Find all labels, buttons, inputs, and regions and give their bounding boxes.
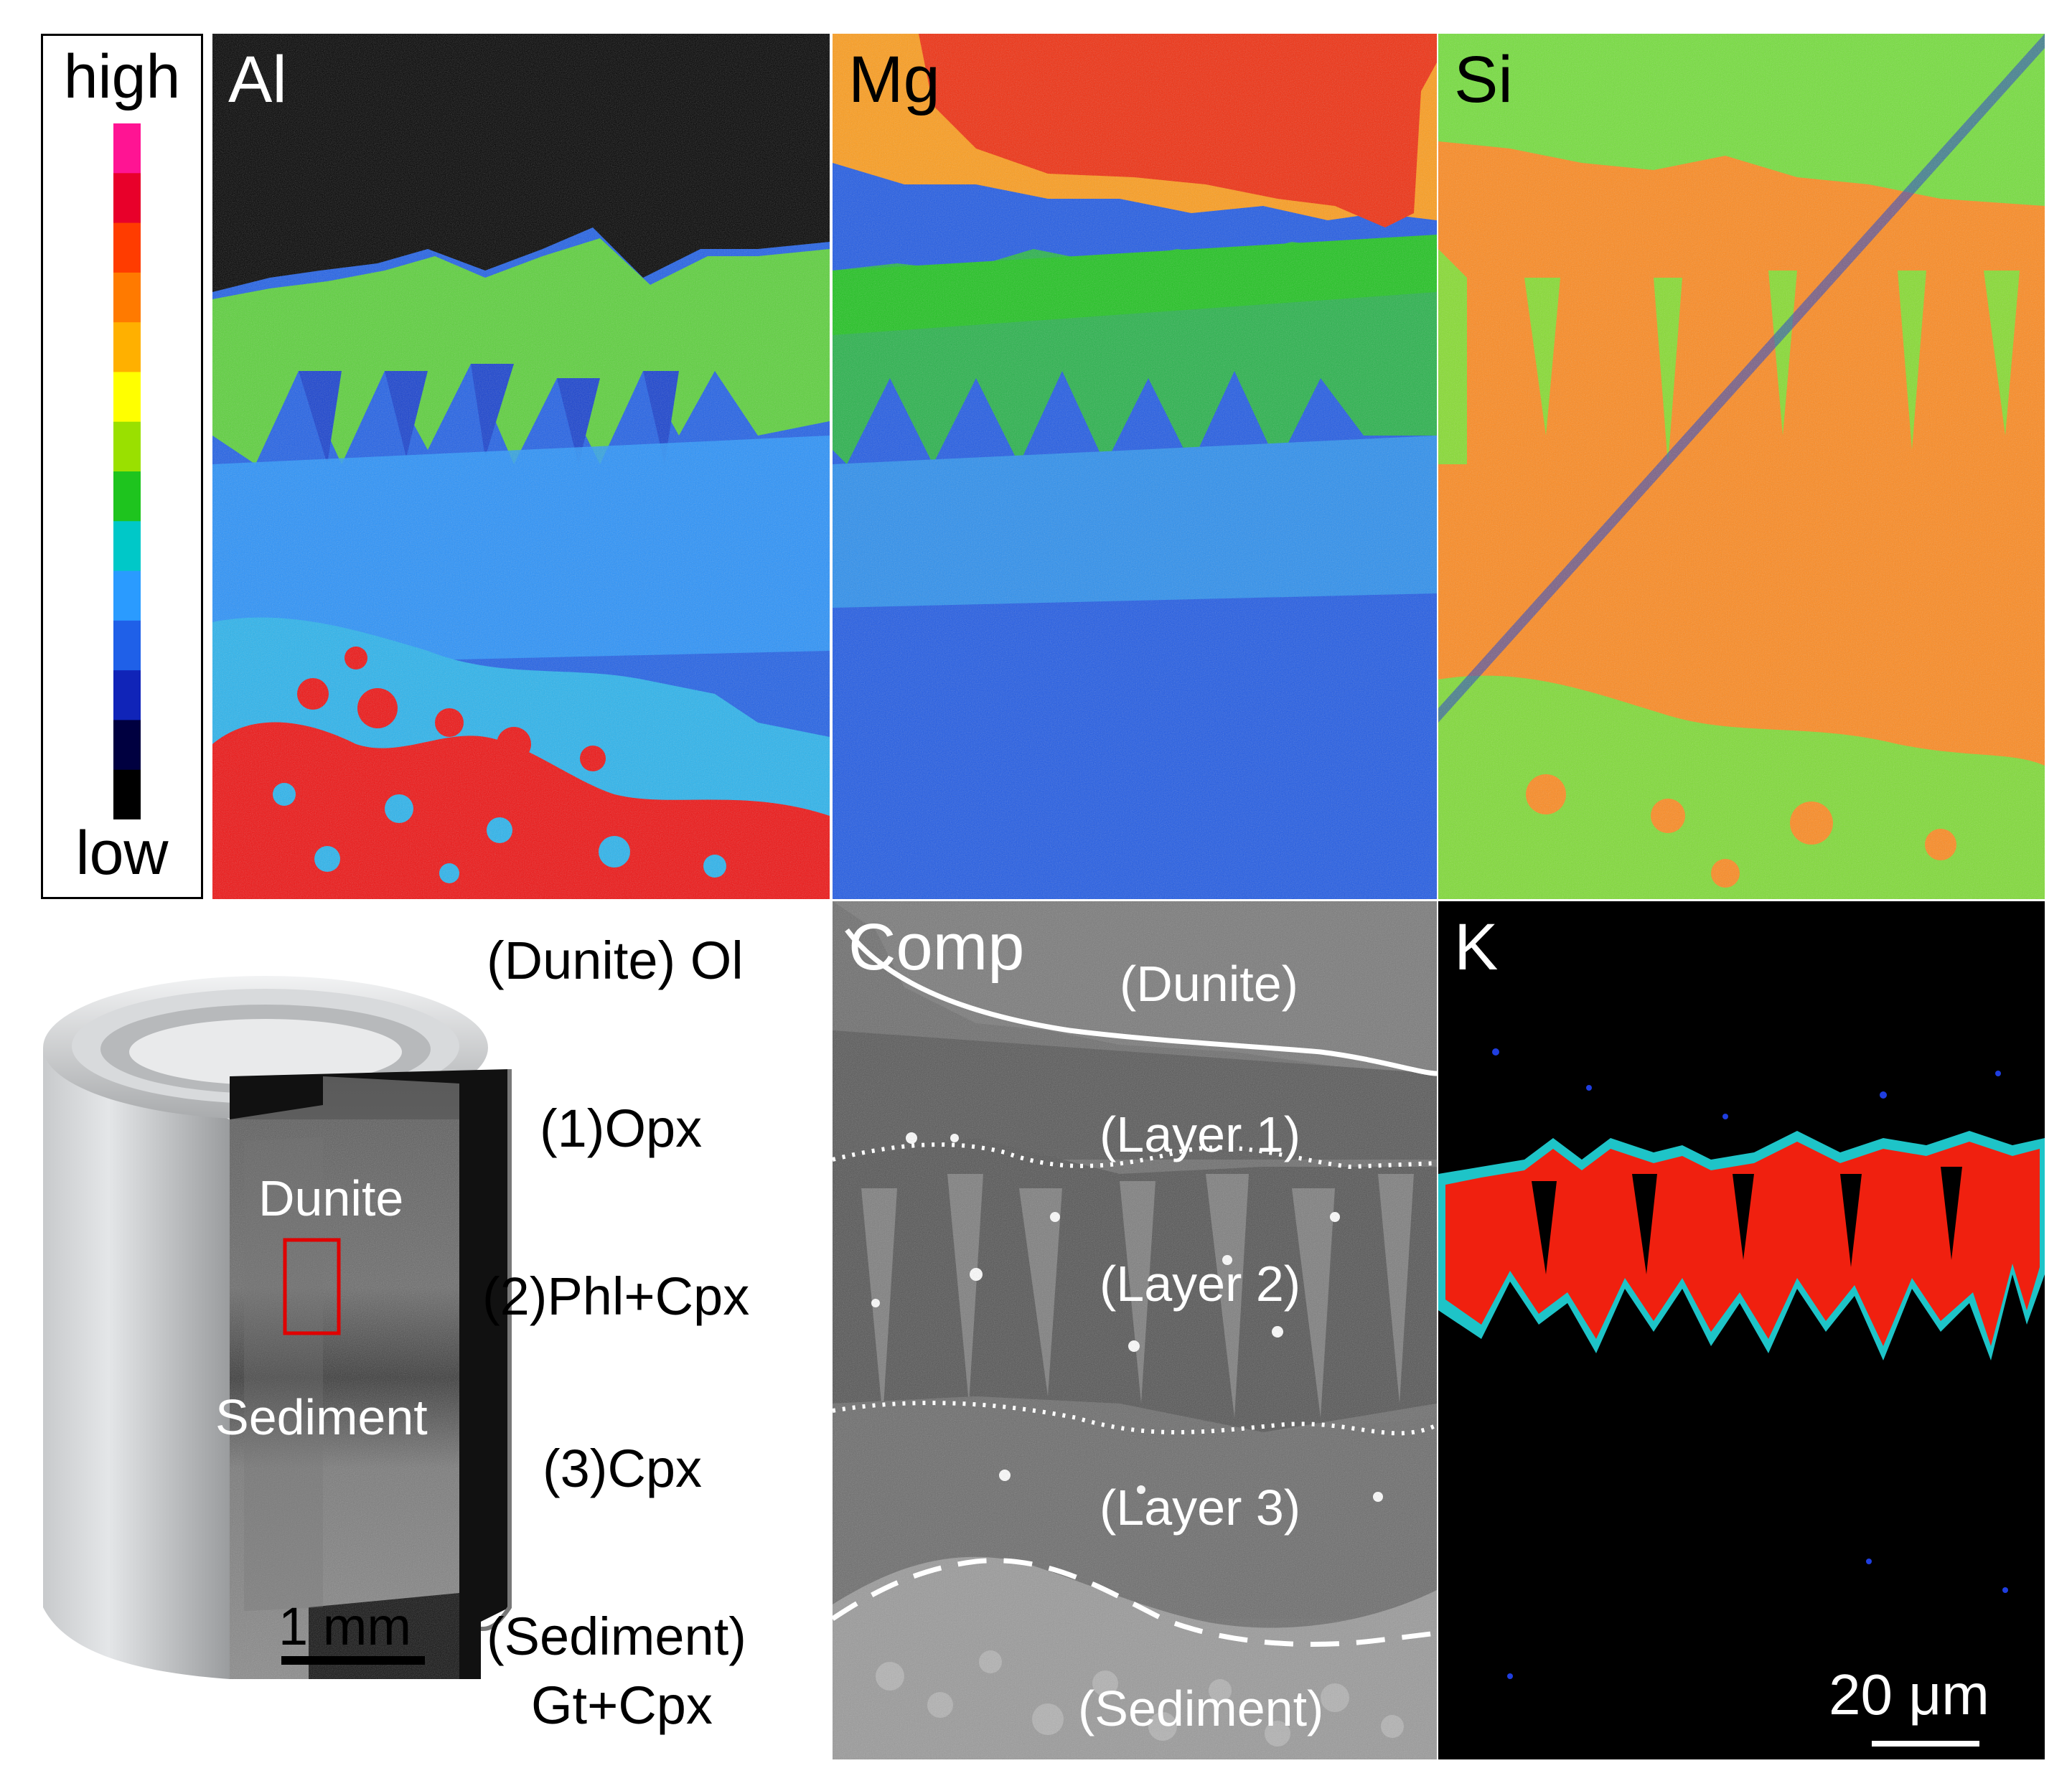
colorbar-segment — [113, 173, 141, 224]
layer-label-opx: (1)Opx — [540, 1099, 703, 1158]
colorbar-segment — [113, 570, 141, 621]
comp-label-layer2: (Layer 2) — [1100, 1256, 1301, 1312]
k-map-image — [1438, 901, 2045, 1759]
mg-map-image — [833, 34, 1437, 899]
comp-map-image — [833, 901, 1437, 1759]
colorbar-high-label: high — [63, 42, 181, 111]
al-map-panel: Al — [212, 34, 830, 899]
layer-label-gt-cpx: Gt+Cpx — [531, 1675, 713, 1735]
colorbar-segment — [113, 769, 141, 819]
comp-map-label: Comp — [848, 911, 1025, 984]
al-map-label: Al — [228, 43, 287, 116]
capsule-region-marker — [283, 1238, 341, 1335]
colorbar-segment — [113, 421, 141, 472]
al-map-image — [212, 34, 830, 899]
colorbar-segment — [113, 720, 141, 771]
comp-map-panel: Comp (Dunite) (Layer 1) (Layer 2) (Layer… — [833, 901, 1437, 1759]
colorbar-segment — [113, 322, 141, 372]
colorbar-segment — [113, 372, 141, 423]
colorbar-segment — [113, 272, 141, 323]
colorbar-low-label: low — [75, 819, 169, 888]
colorbar-gradient — [113, 123, 141, 819]
colorbar-segment — [113, 670, 141, 720]
capsule-scale-bar — [281, 1656, 425, 1665]
mg-map-panel: Mg — [833, 34, 1437, 899]
si-map-label: Si — [1454, 43, 1513, 116]
comp-label-layer3: (Layer 3) — [1100, 1480, 1301, 1536]
colorbar-segment — [113, 471, 141, 522]
colorbar-segment — [113, 620, 141, 671]
capsule-illustration: Dunite Sediment — [22, 962, 538, 1708]
comp-label-sediment: (Sediment) — [1078, 1681, 1324, 1736]
layer-label-cpx: (3)Cpx — [543, 1439, 703, 1498]
comp-label-dunite: (Dunite) — [1120, 956, 1298, 1012]
k-map-label: K — [1454, 911, 1499, 984]
layer-label-phl-cpx: (2)Phl+Cpx — [482, 1266, 750, 1326]
layer-label-dunite: (Dunite) Ol — [487, 931, 744, 990]
comp-label-layer1: (Layer 1) — [1100, 1106, 1301, 1162]
map-scale-bar — [1872, 1741, 1979, 1747]
map-scale-label: 20 μm — [1829, 1663, 1989, 1726]
si-map-image — [1438, 34, 2045, 899]
si-map-panel: Si — [1438, 34, 2045, 899]
capsule-dunite-label: Dunite — [258, 1170, 404, 1226]
layer-label-sediment: (Sediment) — [487, 1607, 746, 1666]
colorbar-legend: high low — [41, 34, 203, 899]
capsule-drawing — [43, 976, 512, 1679]
capsule-scale-label: 1 mm — [278, 1597, 411, 1656]
colorbar-segment — [113, 123, 141, 174]
mg-map-label: Mg — [848, 43, 940, 116]
colorbar-segment — [113, 222, 141, 273]
capsule-sediment-label: Sediment — [215, 1389, 428, 1445]
k-map-panel: K — [1438, 901, 2045, 1759]
colorbar-segment — [113, 521, 141, 572]
